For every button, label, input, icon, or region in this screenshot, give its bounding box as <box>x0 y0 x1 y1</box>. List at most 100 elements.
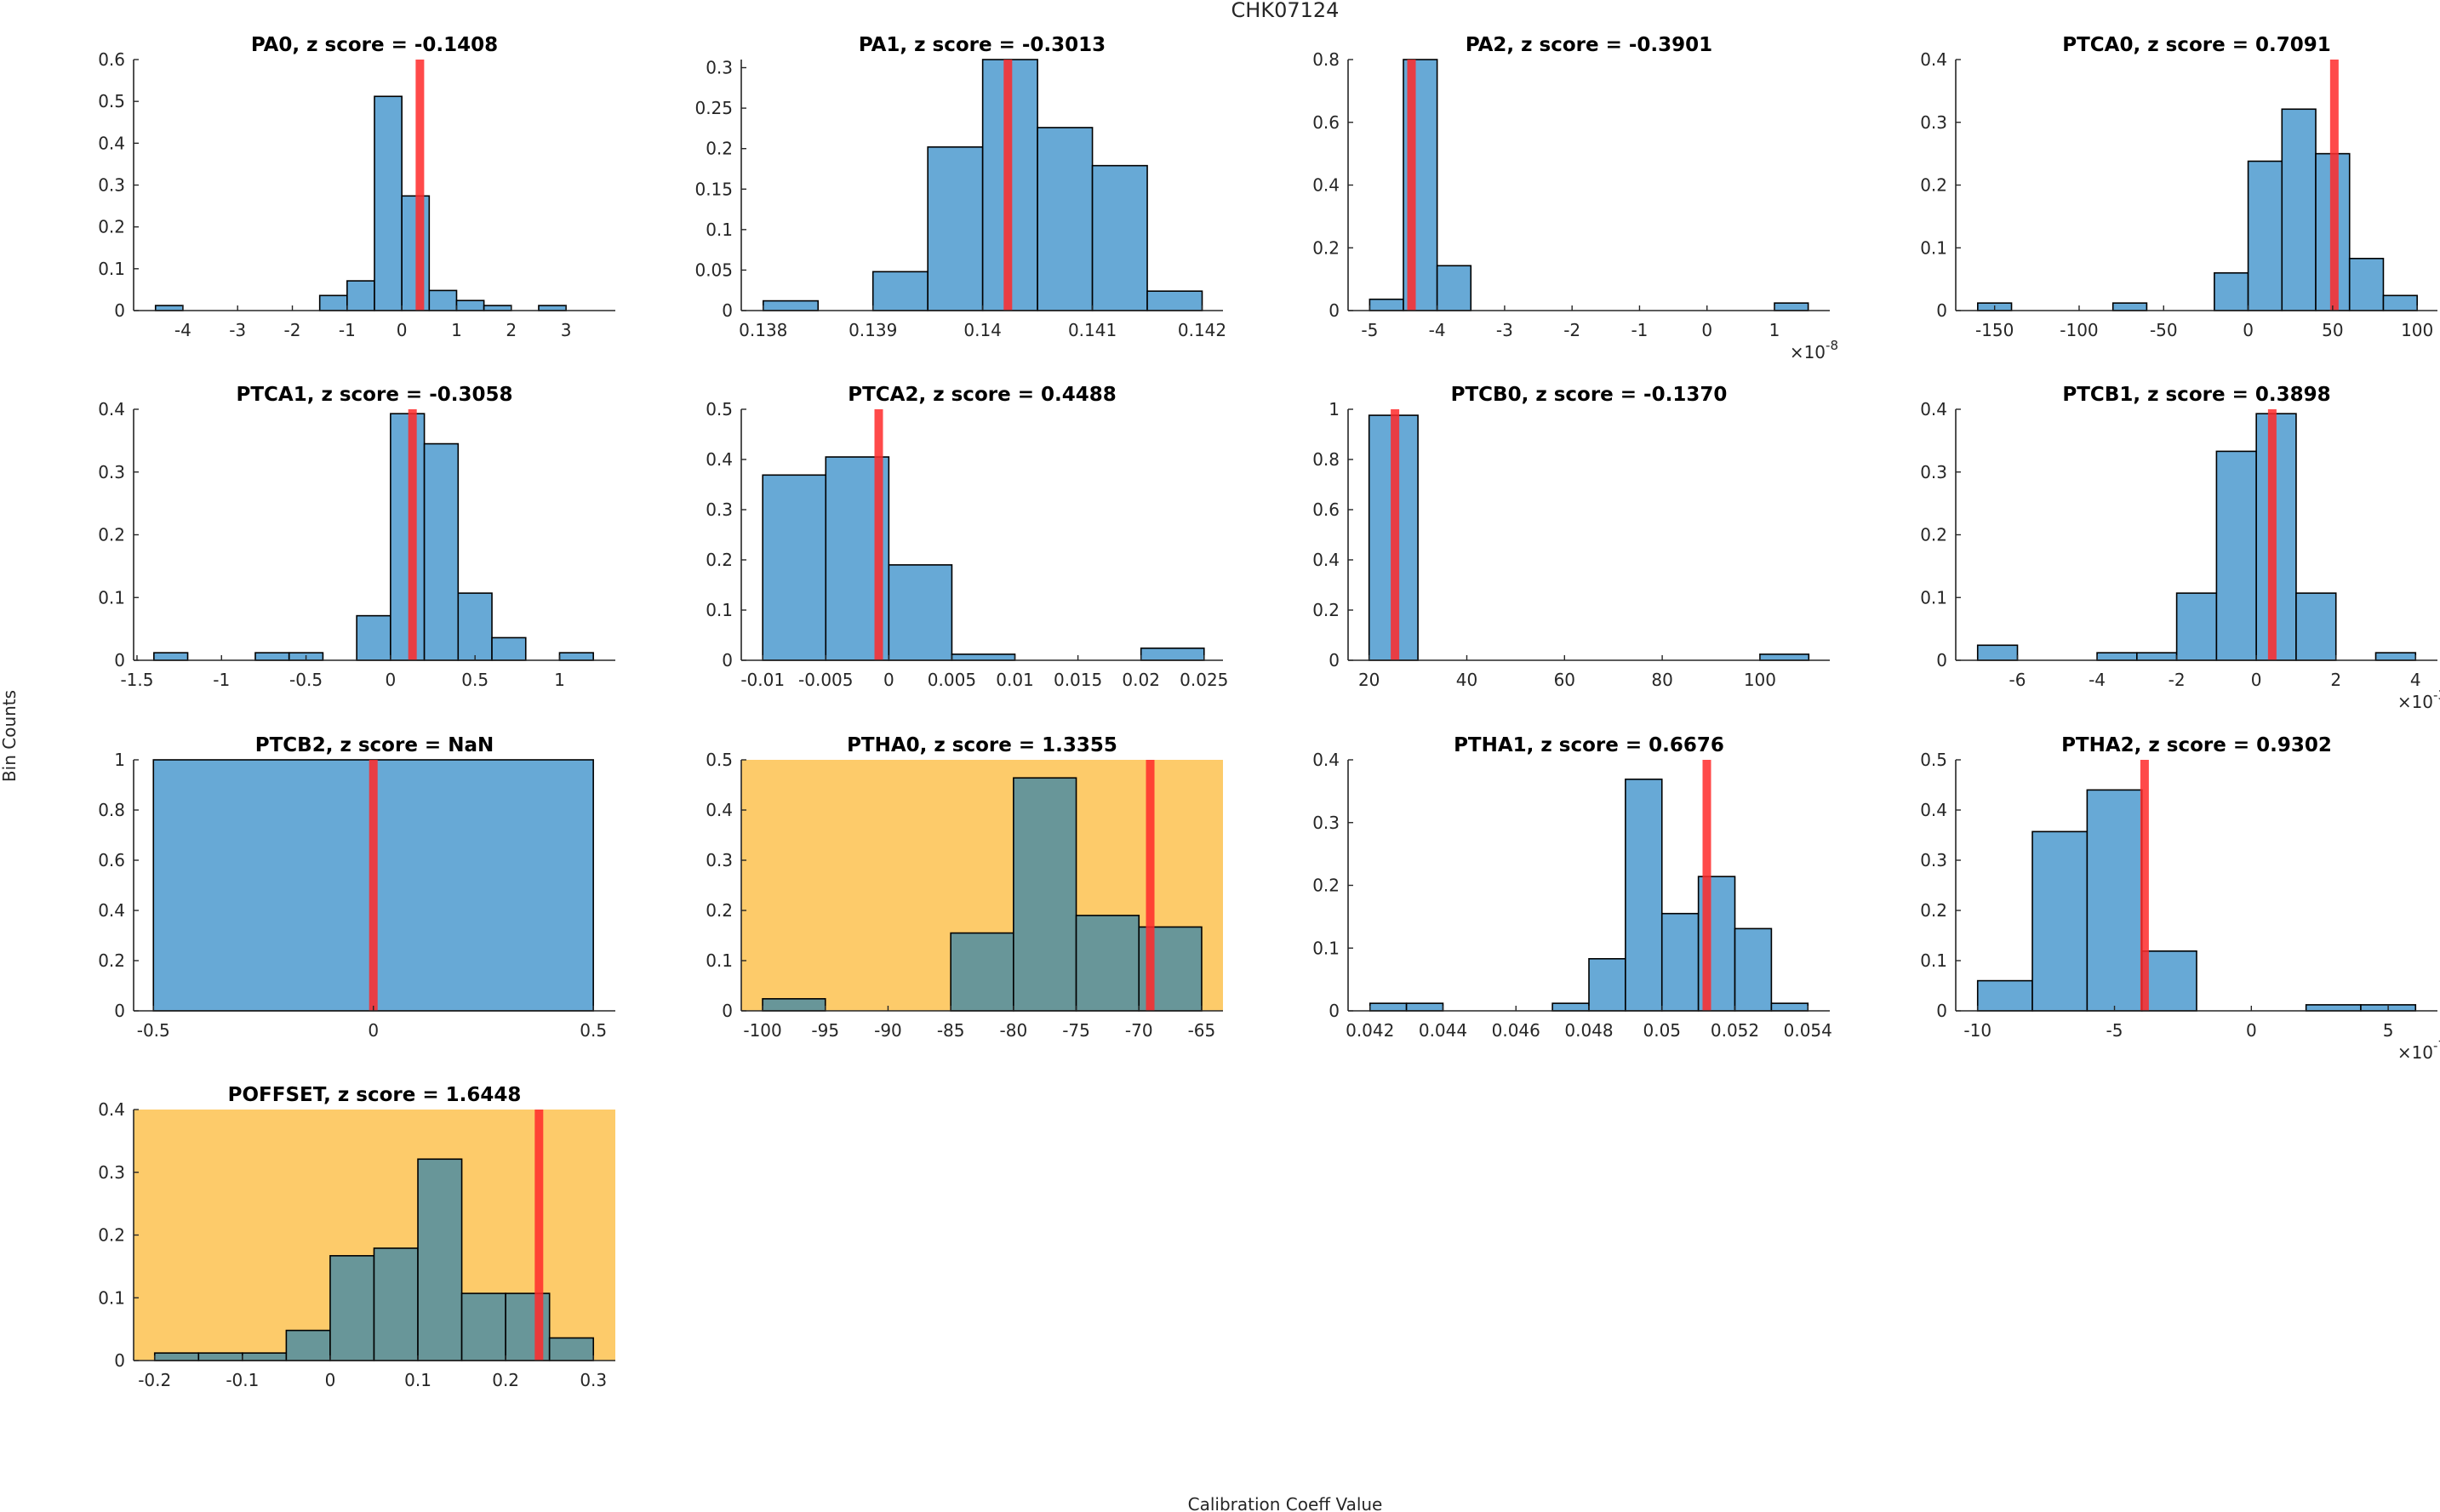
x-tick-label: -4 <box>174 320 191 340</box>
histogram-bar <box>1759 653 1810 661</box>
x-tick-label: -1 <box>339 320 356 340</box>
y-tick-label: 0.05 <box>694 260 733 280</box>
x-tick-label: 0.046 <box>1492 1020 1540 1041</box>
x-tick-label: 3 <box>561 320 572 340</box>
zscore-marker-line <box>874 409 883 660</box>
zscore-marker-line <box>1003 60 1013 311</box>
histogram-bar <box>483 305 512 311</box>
y-tick-label: 0.4 <box>1312 550 1340 570</box>
y-tick-label: 0.2 <box>1920 525 1947 545</box>
y-tick-label: 0.3 <box>706 850 733 870</box>
x-tick-label: 2 <box>2330 670 2341 690</box>
x-tick-label: 0 <box>325 1370 336 1390</box>
y-tick-label: 0.1 <box>98 259 125 279</box>
y-tick-label: 0.4 <box>98 900 125 921</box>
x-tick-label: 80 <box>1651 670 1672 690</box>
x-tick-label: -6 <box>2009 670 2026 690</box>
x-tick-label: -100 <box>743 1020 781 1041</box>
histogram-bar <box>1734 927 1773 1012</box>
x-tick-label: 0 <box>883 670 894 690</box>
x-tick-label: -0.005 <box>798 670 853 690</box>
histogram-bar <box>1140 648 1205 661</box>
x-tick-label: -1.5 <box>120 670 153 690</box>
y-tick-label: 0.4 <box>1920 800 1947 820</box>
y-tick-label: 0.2 <box>1920 900 1947 921</box>
subplot-ptcb1: -6 -4 -2 0 2 4 0 0.1 0.2 0.3 0.4 ×10-3 PTCB1, z scor… <box>1920 384 2440 712</box>
histogram-bar <box>762 998 826 1012</box>
x-axis-exponent: ×10-8 <box>1790 338 1838 362</box>
histogram-bar <box>1660 912 1700 1012</box>
y-tick-label: 1 <box>1329 399 1340 419</box>
y-tick-label: 0.1 <box>1920 587 1947 608</box>
histogram-bar <box>762 474 827 661</box>
histogram-bar <box>154 305 184 311</box>
y-tick-label: 0.6 <box>98 49 125 70</box>
zscore-marker-line <box>369 760 378 1011</box>
x-tick-label: 50 <box>2322 320 2343 340</box>
histogram-bar <box>950 932 1014 1012</box>
x-tick-label: -3 <box>229 320 246 340</box>
subplot-title: PTCA1, z score = -0.3058 <box>236 384 512 406</box>
x-tick-label: 0 <box>2246 1020 2257 1041</box>
y-tick-label: 0.2 <box>706 900 733 921</box>
x-tick-label: 0.5 <box>461 670 489 690</box>
subplot-title: PTCB1, z score = 0.3898 <box>2062 384 2330 406</box>
histogram-bar <box>1551 1002 1590 1012</box>
x-axis-exponent: ×10-3 <box>2397 688 2440 712</box>
x-tick-label: -90 <box>874 1020 902 1041</box>
x-tick-label: -50 <box>2150 320 2178 340</box>
x-tick-label: 1 <box>554 670 565 690</box>
histogram-bar <box>1369 1002 1408 1012</box>
y-tick-label: 0 <box>1936 300 1947 321</box>
y-tick-label: 0.4 <box>1312 750 1340 770</box>
x-tick-label: 0.1 <box>404 1370 431 1390</box>
x-tick-label: -0.01 <box>740 670 785 690</box>
y-tick-label: 0.2 <box>98 525 125 545</box>
x-tick-label: 20 <box>1358 670 1380 690</box>
y-tick-label: 0 <box>114 1350 125 1371</box>
y-axis-label: Bin Counts <box>0 690 20 782</box>
histogram-bar <box>460 1292 506 1361</box>
y-tick-label: 0 <box>114 650 125 670</box>
x-tick-label: 0 <box>368 1020 379 1041</box>
y-tick-label: 0.6 <box>1312 112 1340 133</box>
y-tick-label: 0.3 <box>1312 813 1340 833</box>
y-tick-label: 0.2 <box>98 950 125 971</box>
x-tick-label: 0.5 <box>580 1020 607 1041</box>
y-tick-label: 0.1 <box>1920 950 1947 971</box>
x-tick-label: -150 <box>1975 320 2014 340</box>
y-tick-label: 0.5 <box>706 399 733 419</box>
histogram-bar <box>927 145 984 311</box>
x-tick-label: 0.2 <box>492 1370 519 1390</box>
y-tick-label: 0.4 <box>1312 175 1340 196</box>
histogram-bar <box>2382 294 2418 311</box>
y-tick-label: 0 <box>722 1001 733 1021</box>
y-tick-label: 0.6 <box>1312 499 1340 520</box>
y-tick-label: 0 <box>722 300 733 321</box>
y-tick-label: 0.3 <box>98 462 125 482</box>
y-tick-label: 0.3 <box>706 58 733 78</box>
x-tick-label: 0 <box>2251 670 2262 690</box>
histogram-bar <box>2175 592 2218 661</box>
y-tick-label: 0.5 <box>98 91 125 111</box>
y-tick-label: 0.3 <box>1920 850 1947 870</box>
histogram-bar <box>2215 450 2257 661</box>
subplot-title: PTHA2, z score = 0.9302 <box>2061 734 2332 756</box>
x-tick-label: 0.14 <box>963 320 1002 340</box>
x-tick-label: -0.1 <box>226 1370 259 1390</box>
x-tick-label: 60 <box>1554 670 1575 690</box>
histogram-bar <box>1436 265 1472 311</box>
subplot-title: PTCB0, z score = -0.1370 <box>1451 384 1728 406</box>
x-tick-label: 0.005 <box>928 670 976 690</box>
subplot-title: PA0, z score = -0.1408 <box>251 34 498 56</box>
y-tick-label: 0 <box>722 650 733 670</box>
y-tick-label: 0.5 <box>706 750 733 770</box>
histogram-bar <box>2305 1004 2362 1012</box>
subplot-title: PTCA2, z score = 0.4488 <box>848 384 1116 406</box>
histogram-bar <box>762 300 820 311</box>
x-tick-label: -1 <box>213 670 230 690</box>
histogram-bar <box>153 652 189 661</box>
zscore-marker-line <box>1391 409 1400 660</box>
zscore-marker-line <box>1146 760 1155 1011</box>
